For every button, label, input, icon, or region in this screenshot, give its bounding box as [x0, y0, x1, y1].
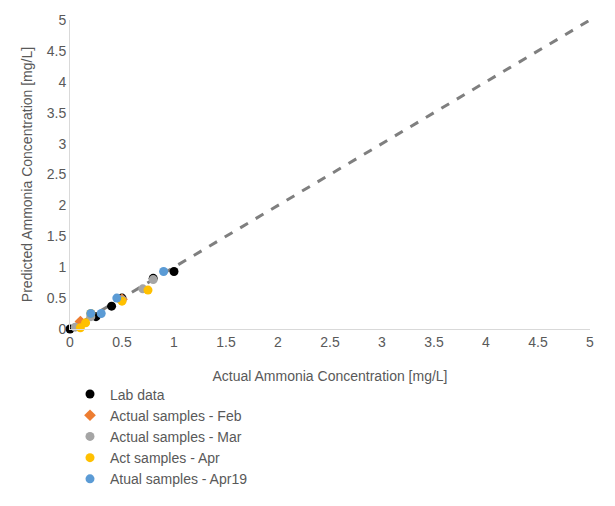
svg-text:2.5: 2.5 — [320, 334, 340, 350]
svg-text:1.5: 1.5 — [216, 334, 236, 350]
svg-text:4: 4 — [482, 334, 490, 350]
svg-text:Lab data: Lab data — [110, 387, 165, 403]
svg-text:Actual samples - Feb: Actual samples - Feb — [110, 408, 242, 424]
svg-text:4.5: 4.5 — [528, 334, 548, 350]
svg-text:3.5: 3.5 — [47, 105, 67, 121]
svg-text:0: 0 — [66, 334, 74, 350]
svg-text:Predicted Ammonia Concentratio: Predicted Ammonia Concentration [mg/L] — [19, 47, 35, 302]
svg-text:2.5: 2.5 — [47, 166, 67, 182]
svg-text:1.5: 1.5 — [47, 228, 67, 244]
svg-text:3: 3 — [58, 136, 66, 152]
svg-text:Actual samples - Mar: Actual samples - Mar — [110, 429, 242, 445]
svg-text:2: 2 — [274, 334, 282, 350]
svg-text:5: 5 — [58, 12, 66, 28]
svg-text:3.5: 3.5 — [424, 334, 444, 350]
svg-text:1: 1 — [170, 334, 178, 350]
svg-text:0: 0 — [58, 321, 66, 337]
svg-text:Actual Ammonia Concentration [: Actual Ammonia Concentration [mg/L] — [212, 368, 447, 384]
svg-text:3: 3 — [378, 334, 386, 350]
svg-text:2: 2 — [58, 197, 66, 213]
svg-text:4.5: 4.5 — [47, 43, 67, 59]
svg-text:0.5: 0.5 — [47, 290, 67, 306]
svg-text:0.5: 0.5 — [112, 334, 132, 350]
svg-text:5: 5 — [586, 334, 594, 350]
svg-text:1: 1 — [58, 259, 66, 275]
svg-text:Act samples - Apr: Act samples - Apr — [110, 450, 220, 466]
svg-text:Atual samples - Apr19: Atual samples - Apr19 — [110, 471, 247, 487]
svg-text:4: 4 — [58, 74, 66, 90]
